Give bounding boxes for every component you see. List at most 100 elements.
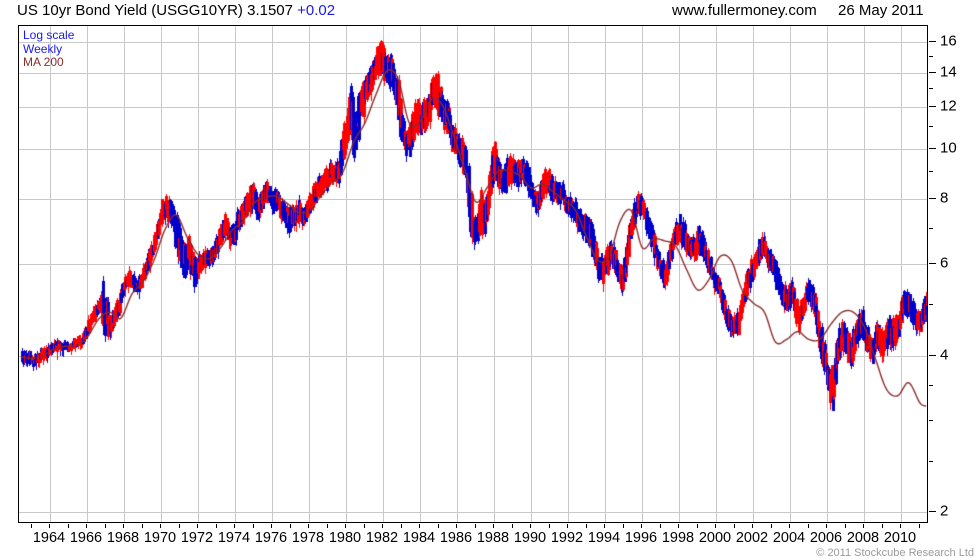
x-tick-2006	[826, 524, 827, 528]
x-tick-label-1966: 1966	[69, 530, 103, 546]
legend-frequency: Weekly	[23, 41, 63, 56]
x-tick-2000	[715, 524, 716, 528]
x-tick-1988	[493, 524, 494, 528]
x-tick-1998	[678, 524, 679, 528]
x-tick-label-1994: 1994	[587, 530, 621, 546]
x-tick-1977	[290, 524, 291, 528]
y-tick-minor-5	[929, 304, 933, 305]
x-tick-label-1986: 1986	[439, 530, 473, 546]
x-tick-2010	[900, 524, 901, 528]
x-tick-2009	[882, 524, 883, 528]
x-tick-1971	[179, 524, 180, 528]
y-tick-minor-11	[929, 126, 933, 127]
x-tick-1968	[123, 524, 124, 528]
x-tick-1994	[604, 524, 605, 528]
x-tick-1993	[586, 524, 587, 528]
x-tick-1970	[160, 524, 161, 528]
x-tick-1966	[86, 524, 87, 528]
y-tick-label-4: 4	[940, 346, 949, 364]
x-tick-1963	[31, 524, 32, 528]
y-tick-2	[929, 511, 936, 512]
x-tick-1996	[641, 524, 642, 528]
x-tick-label-2010: 2010	[883, 530, 917, 546]
as-of-date: 26 May 2011	[838, 2, 924, 19]
source-website: www.fullermoney.com	[672, 2, 817, 19]
x-tick-1992	[567, 524, 568, 528]
moving-average-canvas	[19, 26, 927, 522]
x-tick-label-2002: 2002	[735, 530, 769, 546]
copyright-notice: © 2011 Stockcube Research Ltd	[816, 547, 974, 559]
x-tick-2011	[919, 524, 920, 528]
chart-title-change: +0.02	[297, 2, 336, 19]
x-tick-1999	[697, 524, 698, 528]
x-tick-2001	[734, 524, 735, 528]
x-tick-label-2006: 2006	[809, 530, 843, 546]
x-tick-label-2004: 2004	[772, 530, 806, 546]
x-tick-2008	[863, 524, 864, 528]
y-tick-label-8: 8	[940, 189, 949, 207]
y-tick-label-12: 12	[940, 97, 957, 115]
plot-area: Log scale Weekly MA 200	[18, 25, 928, 523]
x-tick-1985	[438, 524, 439, 528]
y-tick-label-10: 10	[940, 139, 957, 157]
y-tick-12	[929, 106, 936, 107]
y-tick-minor-2.5	[929, 461, 933, 462]
x-tick-label-1968: 1968	[106, 530, 140, 546]
legend-scale: Log scale	[23, 28, 75, 42]
x-tick-1973	[216, 524, 217, 528]
x-tick-1980	[345, 524, 346, 528]
x-tick-label-1996: 1996	[624, 530, 658, 546]
x-tick-label-1984: 1984	[402, 530, 436, 546]
y-tick-label-2: 2	[940, 502, 949, 520]
x-tick-label-1978: 1978	[291, 530, 325, 546]
y-tick-8	[929, 198, 936, 199]
x-tick-1964	[49, 524, 50, 528]
chart-title-text: US 10yr Bond Yield (USGG10YR) 3.1507	[17, 2, 293, 19]
x-tick-1989	[512, 524, 513, 528]
x-tick-1997	[660, 524, 661, 528]
x-tick-1983	[401, 524, 402, 528]
x-tick-1982	[382, 524, 383, 528]
x-tick-1965	[68, 524, 69, 528]
y-tick-label-14: 14	[940, 63, 957, 81]
x-tick-1974	[234, 524, 235, 528]
y-tick-label-6: 6	[940, 254, 949, 272]
x-tick-1976	[271, 524, 272, 528]
x-tick-label-2008: 2008	[846, 530, 880, 546]
y-tick-minor-13	[929, 88, 933, 89]
chart-title: US 10yr Bond Yield (USGG10YR) 3.1507 +0.…	[17, 2, 335, 19]
x-tick-label-2000: 2000	[698, 530, 732, 546]
x-tick-1972	[197, 524, 198, 528]
x-tick-2002	[752, 524, 753, 528]
x-tick-2004	[789, 524, 790, 528]
y-tick-10	[929, 148, 936, 149]
y-tick-minor-7	[929, 228, 933, 229]
x-tick-1984	[419, 524, 420, 528]
x-tick-label-1990: 1990	[513, 530, 547, 546]
x-tick-1995	[623, 524, 624, 528]
y-tick-16	[929, 41, 936, 42]
x-tick-2007	[845, 524, 846, 528]
y-tick-14	[929, 72, 936, 73]
x-tick-label-1970: 1970	[143, 530, 177, 546]
x-tick-label-1992: 1992	[550, 530, 584, 546]
y-tick-minor-15	[929, 56, 933, 57]
x-tick-1969	[142, 524, 143, 528]
x-tick-2005	[808, 524, 809, 528]
x-tick-1967	[105, 524, 106, 528]
y-tick-4	[929, 355, 936, 356]
x-tick-1975	[253, 524, 254, 528]
legend-moving-average: MA 200	[23, 55, 64, 69]
x-tick-label-1972: 1972	[180, 530, 214, 546]
y-tick-minor-3.5	[929, 385, 933, 386]
x-tick-1981	[364, 524, 365, 528]
x-tick-label-1988: 1988	[476, 530, 510, 546]
y-tick-label-16: 16	[940, 32, 957, 50]
x-tick-label-1974: 1974	[217, 530, 251, 546]
x-tick-label-1976: 1976	[254, 530, 288, 546]
y-tick-minor-9	[929, 171, 933, 172]
x-tick-1991	[549, 524, 550, 528]
x-tick-label-1964: 1964	[32, 530, 66, 546]
x-tick-label-1998: 1998	[661, 530, 695, 546]
